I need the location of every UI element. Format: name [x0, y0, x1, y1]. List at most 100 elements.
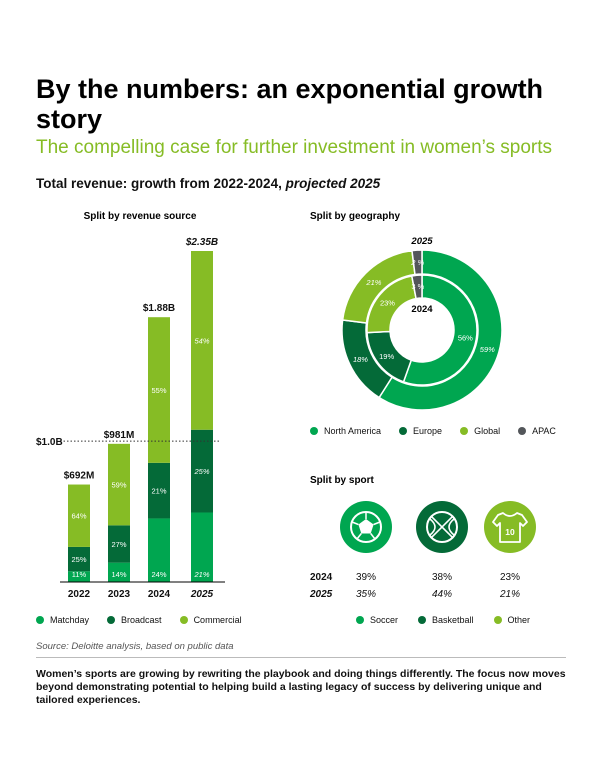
legend-item-commercial: Commercial — [179, 615, 242, 625]
legend-item-matchday: Matchday — [36, 615, 89, 625]
legend-label: Basketball — [432, 615, 474, 625]
legend-swatch — [418, 616, 427, 624]
bar-total-label: $692M — [64, 471, 95, 482]
legend-swatch — [356, 616, 364, 624]
donut-outer-year-label: 2025 — [410, 236, 433, 247]
bar-segment-label: 59% — [111, 481, 126, 490]
legend-label: Broadcast — [121, 615, 162, 625]
x-tick-label: 2024 — [148, 589, 171, 600]
legend-swatch — [179, 616, 188, 624]
bar-segment-label: 25% — [193, 467, 209, 476]
section-title-text: Total revenue: growth from 2022-2024, — [36, 176, 282, 191]
reference-line-label: $1.0B — [36, 437, 63, 448]
bar-segment-label: 21% — [151, 487, 166, 496]
section-title: Total revenue: growth from 2022-2024, pr… — [36, 176, 380, 191]
legend-item-global: Global — [460, 426, 500, 436]
donut-slice-label: 2 % — [410, 258, 424, 267]
legend-swatch — [518, 427, 527, 435]
bar-segment-label: 14% — [111, 570, 126, 579]
donut-chart-title: Split by geography — [310, 211, 400, 222]
divider — [36, 657, 566, 658]
legend-item-broadcast: Broadcast — [107, 615, 162, 625]
legend-label: Europe — [413, 426, 443, 436]
bar-segment-broadcast-2025 — [191, 429, 213, 513]
donut-chart-plot: 59% 18% 21% 2 % 56% 19% 23% 3 % — [341, 249, 503, 411]
sport-table-title: Split by sport — [310, 475, 375, 486]
donut-slice-label: 3 % — [411, 282, 424, 291]
legend-label: Matchday — [50, 615, 90, 625]
legend-item-other: Other — [493, 615, 531, 625]
bar-chart-title: Split by revenue source — [84, 211, 197, 222]
soccer-ball-icon — [340, 501, 392, 553]
bar-segment-matchday-2025 — [191, 512, 213, 582]
bar-segment-commercial-2022 — [68, 484, 90, 547]
section-title-italic: projected 2025 — [285, 176, 381, 191]
x-tick-label: 2025 — [190, 589, 214, 600]
bar-segment-label: 54% — [194, 336, 209, 345]
sport-table: 2024 39% 38% 23% 2025 35% 44% 21% — [309, 572, 520, 600]
donut-slice-label: 59% — [480, 345, 495, 354]
legend-item-north-america: North America — [310, 426, 381, 436]
bar-segment-broadcast-2022 — [68, 546, 90, 572]
donut-slice-label: 56% — [458, 333, 473, 342]
bar-total-label: $1.88B — [143, 303, 175, 314]
bar-segment-label: 64% — [71, 512, 86, 521]
donut-inner-year-label: 2024 — [411, 304, 433, 315]
bar-segment-label: 27% — [111, 540, 126, 549]
bar-segment-label: 25% — [71, 555, 86, 564]
jersey-icon: 10 — [484, 501, 536, 553]
donut-slice-label: 19% — [379, 352, 394, 361]
sport-cell: 38% — [432, 572, 452, 583]
source-note: Source: Deloitte analysis, based on publ… — [36, 641, 234, 652]
sport-cell: 23% — [500, 572, 520, 583]
legend-label: Soccer — [370, 615, 399, 625]
legend-swatch — [460, 427, 469, 435]
bar-segment-label: 11% — [72, 570, 87, 579]
legend-swatch — [36, 616, 44, 624]
donut-slice-outer-north-america — [378, 249, 503, 411]
page-subtitle: The compelling case for further investme… — [36, 137, 553, 158]
page-title: By the numbers: an exponential growth st… — [36, 74, 544, 134]
donut-slice-label: 18% — [353, 355, 368, 364]
legend-label: Commercial — [193, 615, 242, 625]
donut-slice-outer-apac — [411, 249, 423, 276]
legend-swatch — [399, 427, 408, 435]
revenue-infographic: Split by revenue source 11% 25% 64% $692M 20… — [36, 211, 536, 600]
sport-cell: 35% — [356, 589, 376, 600]
x-tick-label: 2023 — [108, 589, 131, 600]
bar-segment-label: 55% — [151, 386, 166, 395]
bar-segment-label: 21% — [193, 570, 209, 579]
footer-text: Women’s sports are growing by rewriting … — [36, 668, 566, 706]
legend-swatch — [310, 427, 318, 435]
bar-segment-matchday-2023 — [108, 562, 130, 582]
sport-legend: Soccer Basketball Other — [356, 615, 530, 625]
sport-row-year: 2024 — [310, 572, 333, 583]
bar-segment-commercial-2025 — [191, 251, 213, 430]
bar-chart-plot: 11% 25% 64% $692M 2022 14% 27% 59% $981M 2023 24% 2… — [36, 237, 220, 600]
bar-segment-commercial-2024 — [148, 317, 170, 463]
legend-label: APAC — [532, 426, 556, 436]
bar-segment-label: 24% — [151, 570, 166, 579]
legend-swatch — [107, 616, 116, 624]
jersey-number: 10 — [505, 527, 515, 537]
legend-item-soccer: Soccer — [356, 615, 398, 625]
legend-label: Global — [474, 426, 501, 436]
donut-chart-legend: North America Europe Global APAC — [310, 426, 556, 436]
basketball-icon — [416, 501, 468, 553]
bar-segment-matchday-2022 — [68, 571, 90, 582]
sport-cell: 44% — [432, 589, 452, 600]
bar-total-label: $2.35B — [185, 237, 218, 248]
donut-slice-inner-north-america — [402, 274, 478, 386]
sport-cell: 21% — [499, 589, 520, 600]
donut-slice-inner-apac — [410, 274, 423, 300]
bar-total-label: $981M — [104, 430, 135, 441]
legend-item-basketball: Basketball — [418, 615, 474, 625]
bar-segment-broadcast-2023 — [108, 525, 130, 563]
bar-segment-matchday-2024 — [148, 518, 170, 582]
bar-segment-broadcast-2024 — [148, 462, 170, 519]
donut-slice-label: 23% — [380, 299, 395, 308]
x-tick-label: 2022 — [68, 589, 91, 600]
legend-label: Other — [507, 615, 531, 625]
sport-cell: 39% — [356, 572, 376, 583]
bar-segment-commercial-2023 — [108, 443, 130, 526]
